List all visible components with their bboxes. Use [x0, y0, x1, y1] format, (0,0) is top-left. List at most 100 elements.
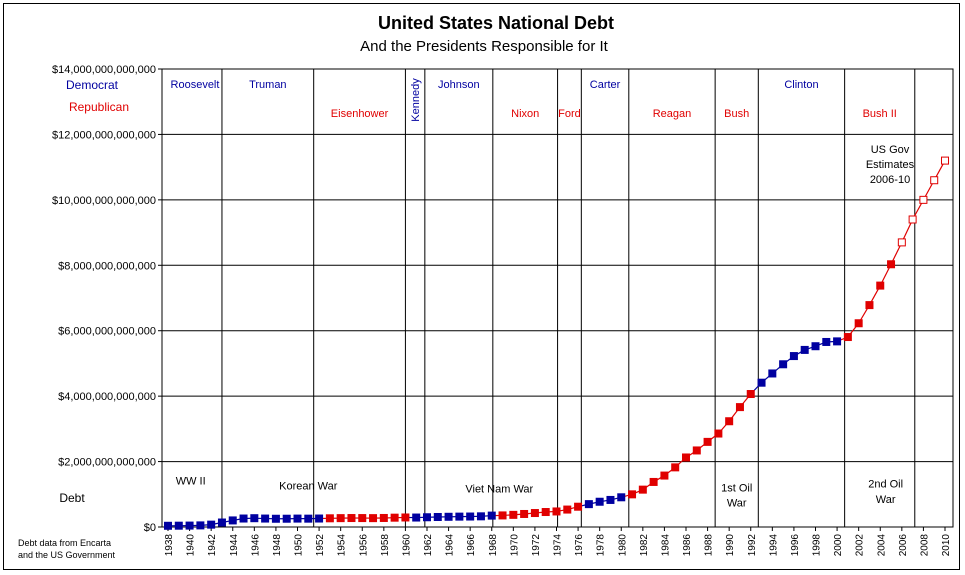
- chart-title: United States National Debt: [378, 13, 614, 33]
- debt-point: [854, 319, 863, 328]
- x-tick-label: 1974: [553, 534, 564, 557]
- debt-point: [682, 453, 690, 462]
- x-tick-label: 1960: [401, 534, 412, 557]
- debt-point: [347, 514, 356, 523]
- x-tick-label: 1944: [229, 534, 240, 557]
- x-tick-label: 1952: [315, 534, 326, 557]
- president-label: Clinton: [784, 79, 818, 91]
- debt-point: [390, 513, 399, 522]
- president-label: Carter: [590, 79, 621, 91]
- debt-point: [466, 512, 475, 521]
- debt-point: [433, 512, 442, 521]
- debt-point: [811, 342, 820, 351]
- debt-point: [746, 390, 755, 399]
- debt-point: [660, 471, 669, 480]
- debt-point: [271, 514, 280, 523]
- y-tick-label: $14,000,000,000,000: [52, 64, 156, 76]
- x-tick-label: 1968: [488, 534, 499, 557]
- x-tick-label: 1940: [186, 534, 197, 557]
- debt-point: [757, 378, 766, 387]
- debt-point: [185, 521, 194, 530]
- y-tick-label: $12,000,000,000,000: [52, 129, 156, 141]
- x-tick-label: 1956: [358, 534, 369, 557]
- x-tick-label: 1938: [164, 534, 175, 557]
- debt-point: [239, 514, 248, 523]
- debt-point: [865, 301, 874, 310]
- debt-point: [617, 493, 626, 502]
- debt-point: [325, 514, 334, 523]
- debt-point: [671, 463, 680, 472]
- debt-point: [293, 514, 302, 523]
- debt-point: [455, 512, 464, 521]
- debt-point: [164, 521, 172, 530]
- source-note: Debt data from Encarta: [18, 538, 111, 548]
- debt-point: [261, 514, 270, 523]
- x-tick-label: 1980: [617, 534, 628, 557]
- debt-point: [692, 446, 701, 455]
- debt-point: [595, 497, 604, 506]
- x-tick-label: 1982: [639, 534, 650, 557]
- president-label: Ford: [558, 108, 581, 120]
- president-label: Reagan: [653, 108, 692, 120]
- event-label: War: [876, 494, 896, 506]
- debt-point: [530, 509, 539, 518]
- legend-republican: Republican: [69, 100, 129, 114]
- debt-point: [358, 514, 367, 523]
- debt-point: [250, 514, 259, 523]
- debt-point: [207, 520, 216, 529]
- president-label: Bush: [724, 108, 749, 120]
- debt-point: [941, 156, 949, 165]
- debt-point: [908, 215, 917, 224]
- x-tick-label: 1970: [509, 534, 520, 557]
- debt-point: [725, 417, 734, 426]
- x-tick-label: 1976: [574, 534, 585, 557]
- y-tick-label: $0: [144, 522, 156, 534]
- x-tick-label: 2008: [919, 534, 930, 557]
- debt-point: [919, 195, 928, 204]
- x-tick-label: 1998: [812, 534, 823, 557]
- x-tick-label: 1950: [294, 534, 305, 557]
- x-tick-label: 2000: [833, 534, 844, 557]
- debt-point: [563, 505, 572, 514]
- debt-point: [876, 281, 885, 290]
- debt-point: [703, 437, 712, 446]
- debt-point: [196, 521, 205, 530]
- debt-point: [789, 352, 798, 361]
- x-tick-label: 2010: [941, 534, 952, 557]
- event-label: War: [727, 498, 747, 510]
- estimate-annotation: US Gov: [871, 144, 910, 156]
- event-label: Viet Nam War: [465, 484, 533, 496]
- legend-democrat: Democrat: [66, 78, 119, 92]
- x-tick-label: 1984: [660, 534, 671, 557]
- debt-point: [498, 511, 507, 520]
- x-tick-label: 1966: [466, 534, 477, 557]
- source-note: and the US Government: [18, 550, 116, 560]
- x-tick-label: 1964: [445, 534, 456, 557]
- debt-point: [304, 514, 313, 523]
- x-tick-label: 1948: [272, 534, 283, 557]
- debt-point: [369, 514, 378, 523]
- x-tick-label: 1958: [380, 534, 391, 557]
- debt-point: [843, 333, 852, 342]
- debt-point: [833, 337, 842, 346]
- debt-point: [444, 512, 453, 521]
- debt-point: [930, 176, 939, 185]
- x-tick-label: 1996: [790, 534, 801, 557]
- president-label: Kennedy: [410, 78, 422, 122]
- president-label: Johnson: [438, 79, 480, 91]
- x-tick-label: 1988: [704, 534, 715, 557]
- event-label: 1st Oil: [721, 483, 752, 495]
- debt-point: [315, 514, 324, 523]
- chart-frame: [3, 3, 960, 570]
- debt-point: [379, 513, 388, 522]
- x-tick-label: 1990: [725, 534, 736, 557]
- chart-subtitle: And the Presidents Responsible for It: [360, 38, 608, 55]
- estimate-annotation: 2006-10: [870, 174, 910, 186]
- x-tick-label: 1942: [207, 534, 218, 557]
- x-tick-label: 1972: [531, 534, 542, 557]
- debt-point: [779, 360, 788, 369]
- event-label: Korean War: [279, 480, 338, 492]
- debt-point: [574, 502, 583, 511]
- debt-point: [735, 403, 744, 412]
